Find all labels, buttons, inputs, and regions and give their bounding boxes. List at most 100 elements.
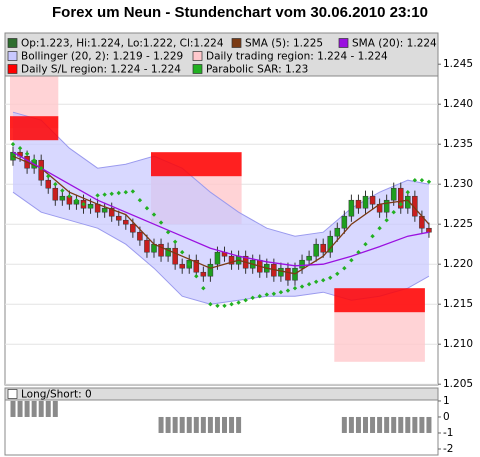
sar-dot — [194, 274, 199, 279]
sar-dot — [356, 250, 361, 255]
bar — [24, 400, 30, 417]
bar — [384, 416, 390, 433]
candle-body — [158, 243, 164, 257]
candle-body — [193, 259, 200, 273]
bar — [405, 416, 411, 433]
sar-dot — [426, 179, 432, 184]
legend-label: SMA (20): 1.224 — [352, 38, 437, 50]
bar — [377, 416, 383, 433]
y-tick-label: 1.225 — [443, 218, 473, 230]
sar-dot — [335, 271, 340, 276]
bar — [348, 416, 354, 433]
bar — [236, 416, 242, 433]
bar — [412, 416, 418, 433]
bar — [207, 416, 213, 433]
bar — [391, 416, 397, 433]
sar-dot — [116, 190, 121, 196]
y-tick-label: -2 — [443, 443, 453, 455]
candle-body — [334, 227, 341, 237]
bar — [363, 416, 368, 433]
bar — [52, 400, 58, 417]
bar — [222, 416, 227, 433]
sar-dot — [257, 294, 262, 299]
sar-dot — [377, 226, 382, 231]
y-axis: 1.205 1.210 1.215 1.220 1.225 1.230 1.235 1.240… — [438, 58, 473, 390]
bar — [31, 400, 37, 417]
sar-dot — [10, 142, 16, 147]
candle-body — [299, 259, 305, 269]
candle-body — [59, 195, 66, 201]
candle-body — [101, 207, 108, 213]
candle-body — [426, 227, 432, 233]
sar-dot — [46, 174, 51, 179]
candle-body — [165, 247, 171, 257]
sar-dot — [53, 182, 58, 187]
y-tick-label: 1 — [443, 395, 450, 407]
candle-body — [398, 187, 404, 209]
legend-label: SMA (5): 1.225 — [245, 38, 323, 50]
sar-dot — [229, 302, 234, 307]
legend-swatch — [192, 51, 203, 61]
bar — [398, 416, 404, 433]
candle-body — [130, 223, 136, 233]
sar-dot — [109, 191, 114, 196]
candle-body — [52, 187, 59, 201]
sar-dot — [187, 262, 192, 267]
y-tick-label: 0 — [443, 411, 450, 423]
candle-body — [207, 263, 214, 277]
sar-dot — [306, 282, 312, 287]
indicator-line — [12, 151, 430, 267]
candle-body — [116, 215, 122, 221]
sar-dot — [292, 286, 298, 291]
sar-dot — [236, 300, 241, 305]
sar-dot — [264, 292, 269, 297]
candle-body — [285, 267, 291, 281]
candle-body — [172, 247, 178, 265]
bar — [172, 416, 178, 433]
lower-legend-box — [4, 387, 439, 401]
sar-dot — [180, 250, 185, 255]
bar — [214, 416, 220, 433]
candle-body — [137, 231, 143, 241]
bar — [165, 416, 171, 433]
candle-body — [341, 215, 348, 229]
sar-dot — [384, 218, 389, 223]
sar-dot — [172, 239, 178, 244]
bar — [341, 416, 347, 433]
sar-dot — [137, 198, 143, 203]
sar-dot — [208, 302, 213, 307]
bar — [10, 400, 16, 417]
bar — [419, 416, 425, 433]
legend-swatch — [338, 38, 349, 48]
legend-label: Bollinger (20, 2): 1.219 - 1.229 — [21, 51, 183, 63]
legend-swatch — [7, 51, 18, 61]
sar-dot — [412, 178, 418, 183]
sar-dot — [222, 303, 227, 308]
sar-dot — [151, 212, 157, 217]
candle-body — [362, 195, 369, 209]
sar-dot — [81, 202, 86, 207]
sar-dot — [299, 284, 305, 289]
sar-dot — [88, 204, 93, 209]
bar — [370, 416, 376, 433]
bar — [179, 416, 185, 433]
candle-body — [320, 243, 326, 253]
sar-dot — [419, 178, 425, 183]
candle-body — [383, 199, 390, 213]
sl-region — [10, 116, 59, 141]
sar-dot — [342, 266, 347, 271]
y-tick-label: 1.245 — [443, 58, 473, 70]
sar-dot — [391, 210, 396, 215]
sar-dot — [278, 290, 284, 295]
sar-dot — [74, 198, 79, 203]
candle-body — [390, 187, 397, 201]
y-tick-label: -1 — [443, 427, 453, 439]
y-tick-label: 1.215 — [443, 298, 473, 310]
sar-dot — [271, 291, 277, 296]
candle-body — [369, 195, 376, 205]
bollinger-fill — [13, 112, 429, 305]
sar-dot — [321, 278, 326, 283]
sar-dot — [130, 189, 136, 194]
legend-label: Parabolic SAR: 1.23 — [206, 64, 308, 76]
